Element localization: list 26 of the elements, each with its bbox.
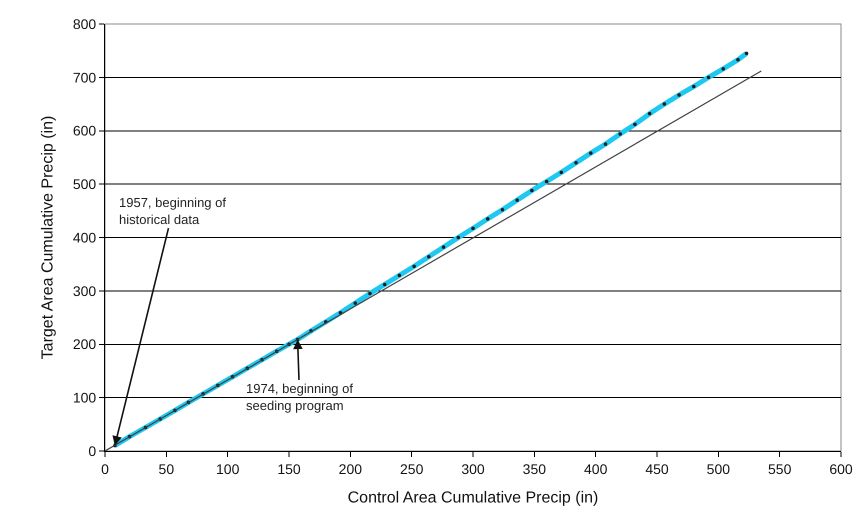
x-tick-label: 150 (277, 460, 301, 477)
x-tick-label: 100 (216, 460, 240, 477)
annotation: 1957, beginning of historical data (119, 195, 226, 227)
x-tick-label: 300 (461, 460, 485, 477)
y-tick-label: 400 (72, 229, 96, 246)
x-tick-label: 50 (158, 460, 174, 477)
annotation: 1974, beginning of seeding program (246, 381, 354, 413)
x-tick-label: 250 (400, 460, 424, 477)
y-tick-label: 500 (72, 176, 96, 192)
x-tick-label: 400 (584, 460, 608, 477)
y-axis-title: Target Area Cumulative Precip (in) (40, 116, 57, 360)
x-tick-label: 500 (706, 460, 730, 477)
x-tick-label: 0 (101, 460, 110, 477)
y-tick-label: 200 (72, 336, 96, 352)
x-tick-label: 550 (768, 460, 792, 477)
x-tick-label: 200 (338, 460, 362, 477)
x-tick-label: 600 (829, 460, 853, 477)
y-tick-label: 300 (72, 282, 96, 299)
y-tick-label: 100 (72, 390, 96, 406)
y-tick-label: 0 (88, 442, 96, 459)
y-tick-label: 700 (72, 69, 96, 86)
x-axis-title: Control Area Cumulative Precip (in) (348, 490, 598, 506)
x-tick-label: 350 (522, 460, 546, 477)
x-tick-label: 450 (645, 460, 669, 477)
y-tick-label: 600 (72, 122, 96, 139)
y-tick-label: 800 (72, 16, 96, 32)
